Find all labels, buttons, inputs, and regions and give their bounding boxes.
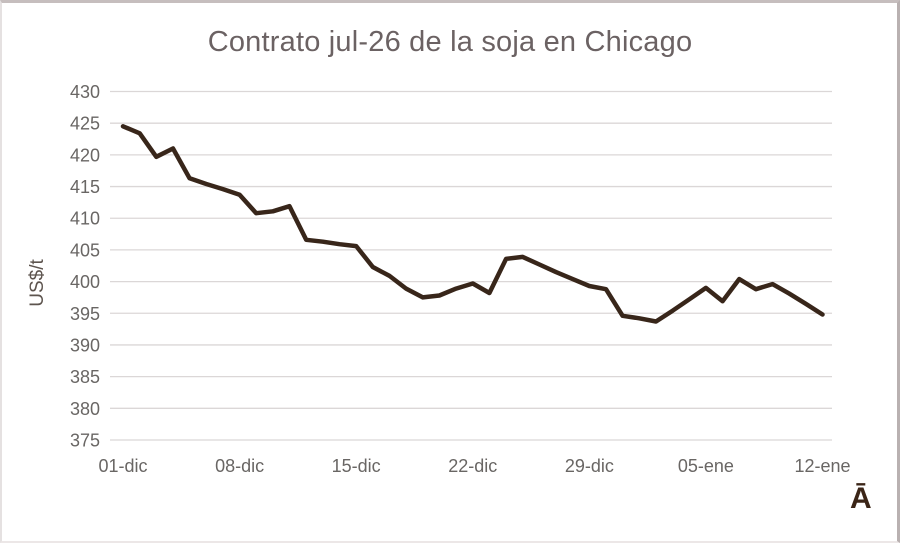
y-axis-tick-label: 405	[70, 240, 100, 260]
x-axis-tick-label: 12-ene	[794, 456, 850, 476]
y-axis-tick-label: 430	[70, 82, 100, 102]
stray-character-glyph: Ā	[850, 482, 872, 515]
y-axis-tick-label: 400	[70, 272, 100, 292]
y-axis-title: US$/t	[27, 259, 48, 307]
x-axis-tick-label: 05-ene	[678, 456, 734, 476]
x-axis-tick-label: 01-dic	[98, 456, 147, 476]
y-axis-tick-label: 415	[70, 177, 100, 197]
x-axis-tick-label: 29-dic	[565, 456, 614, 476]
y-axis-tick-label: 375	[70, 431, 100, 451]
x-axis-tick-label: 22-dic	[448, 456, 497, 476]
y-axis-tick-label: 390	[70, 335, 100, 355]
y-axis-tick-label: 425	[70, 114, 100, 134]
chart-title: Contrato jul-26 de la soja en Chicago	[207, 26, 693, 58]
y-axis-tick-label: 380	[70, 399, 100, 419]
x-axis-tick-label: 15-dic	[332, 456, 381, 476]
y-axis-tick-label: 420	[70, 145, 100, 165]
y-axis-tick-label: 385	[70, 367, 100, 387]
y-axis-tick-label: 395	[70, 304, 100, 324]
price-line-series	[120, 124, 825, 324]
y-axis-tick-label: 410	[70, 209, 100, 229]
x-axis-tick-label: 08-dic	[215, 456, 264, 476]
